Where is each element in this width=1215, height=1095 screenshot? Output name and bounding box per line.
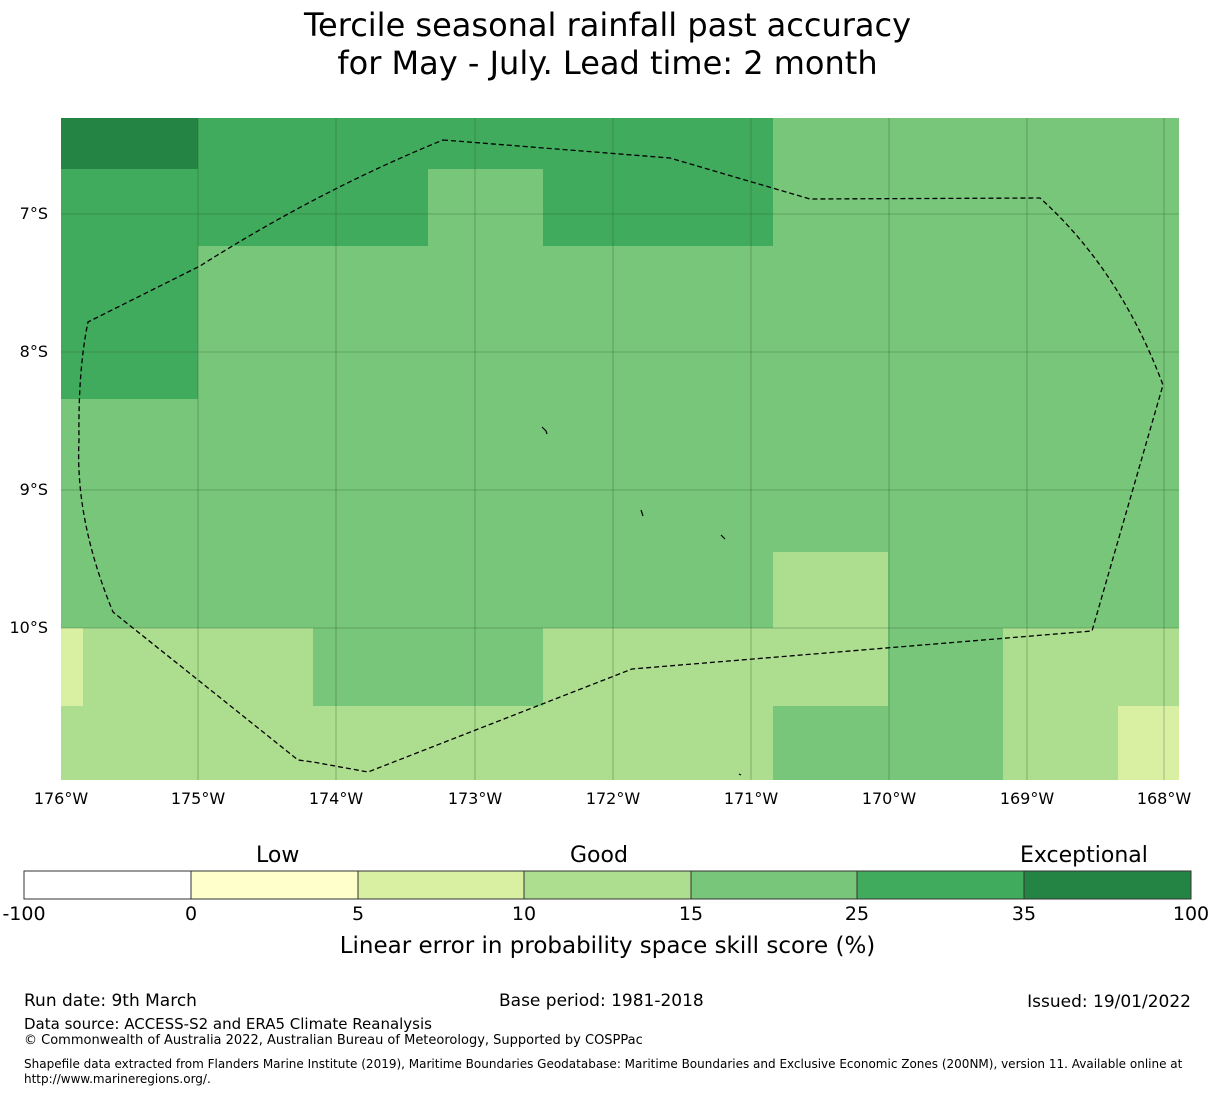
cell-southeast-2 — [773, 706, 888, 780]
colorbar-tick-25: 25 — [844, 903, 870, 925]
colorbar-segment-3 — [357, 870, 525, 900]
lon-label-175w: 175°W — [170, 789, 226, 808]
island-1 — [541, 426, 548, 435]
colorbar-tick-0: 0 — [184, 903, 198, 925]
lat-label-10s: 10°S — [9, 618, 48, 637]
map-title-line-2: for May - July. Lead time: 2 month — [337, 44, 878, 82]
eez-boundary — [77, 139, 1164, 773]
colorbar-segment-2 — [190, 870, 359, 900]
colorbar-tick-100: 100 — [1172, 903, 1210, 925]
colorbar-tick-5: 5 — [351, 903, 365, 925]
cell-west-column — [61, 169, 198, 399]
lon-label-176w: 176°W — [33, 789, 89, 808]
colorbar-tick-15: 15 — [678, 903, 704, 925]
map-title: Tercile seasonal rainfall past accuracy … — [0, 6, 1215, 82]
colorbar-segment-6 — [856, 870, 1025, 900]
island-2 — [640, 509, 644, 517]
island-4 — [738, 773, 742, 776]
colorbar-tick-minus100: -100 — [2, 903, 46, 925]
islands — [541, 426, 742, 776]
category-good: Good — [570, 843, 628, 868]
colorbar-segment-1 — [23, 870, 192, 900]
shapefile-credit-line-1: Shapefile data extracted from Flanders M… — [24, 1057, 1183, 1071]
data-source: Data source: ACCESS-S2 and ERA5 Climate … — [24, 1015, 432, 1033]
colorbar-segment-5 — [690, 870, 858, 900]
cell-southeast-1 — [888, 628, 1003, 780]
base-period: Base period: 1981-2018 — [499, 991, 704, 1011]
shapefile-credit-line-2: http://www.marineregions.org/. — [24, 1072, 211, 1086]
cell-exceptional — [61, 118, 198, 169]
lon-label-170w: 170°W — [861, 789, 917, 808]
cell-southeast-corner — [1118, 706, 1179, 780]
lon-label-169w: 169°W — [999, 789, 1055, 808]
colorbar-segment-7 — [1023, 870, 1192, 900]
cell-south-mid — [313, 628, 543, 706]
copyright: © Commonwealth of Australia 2022, Austra… — [24, 1033, 643, 1048]
category-low: Low — [256, 843, 300, 868]
cell-east-notch — [773, 552, 888, 628]
run-date: Run date: 9th March — [24, 991, 197, 1011]
lon-label-172w: 172°W — [585, 789, 641, 808]
map-title-line-1: Tercile seasonal rainfall past accuracy — [303, 6, 912, 44]
colorbar-title: Linear error in probability space skill … — [339, 933, 876, 959]
category-exceptional: Exceptional — [1020, 843, 1148, 868]
lon-label-173w: 173°W — [447, 789, 503, 808]
graticule — [61, 118, 1179, 780]
skill-grid-cells — [61, 118, 1179, 780]
lon-label-174w: 174°W — [308, 789, 364, 808]
lat-label-9s: 9°S — [19, 480, 48, 499]
colorbar-segment-4 — [523, 870, 692, 900]
cell-north-1 — [198, 118, 428, 246]
lon-label-171w: 171°W — [723, 789, 779, 808]
cell-north-3 — [543, 118, 773, 246]
cell-south-band — [61, 628, 1179, 780]
colorbar-tick-10: 10 — [511, 903, 537, 925]
island-3 — [720, 534, 726, 540]
colorbar — [23, 870, 1192, 900]
lat-label-7s: 7°S — [19, 204, 48, 223]
colorbar-tick-35: 35 — [1011, 903, 1037, 925]
cell-southwest-light — [61, 628, 83, 706]
lat-label-8s: 8°S — [19, 342, 48, 361]
issued-date: Issued: 19/01/2022 — [1027, 992, 1191, 1012]
lon-label-168w: 168°W — [1136, 789, 1192, 808]
